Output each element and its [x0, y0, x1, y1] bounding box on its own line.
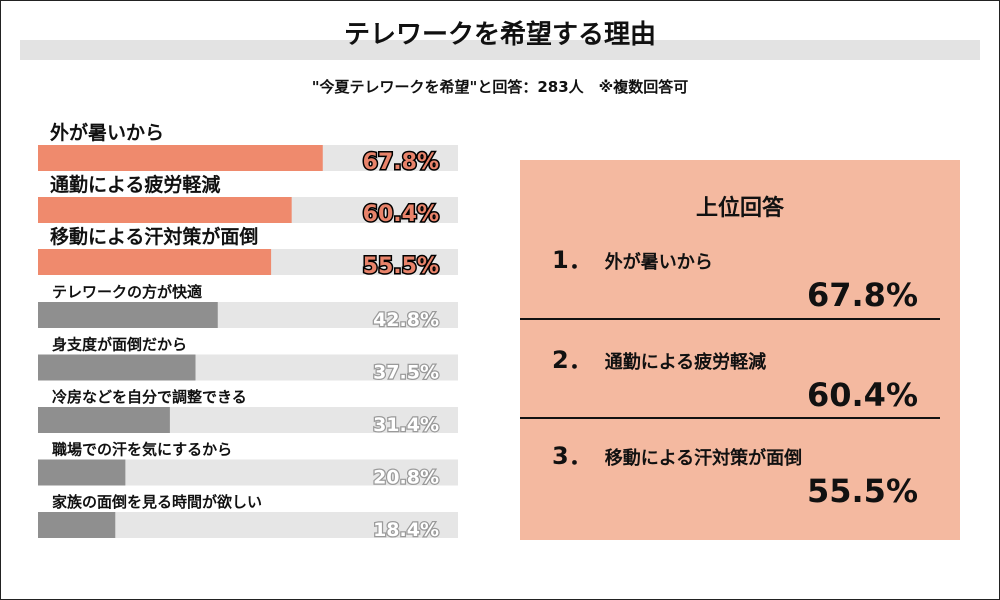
- rank-text: 通勤による疲労軽減: [604, 352, 767, 373]
- value-label: 67.8%: [363, 150, 439, 175]
- value-label: 20.8%: [373, 467, 439, 489]
- top-answers-panel: 上位回答 1． 外が暑いから 67.8% 2． 通勤による疲労軽減 60.4% 3．…: [520, 160, 960, 540]
- rank-number: 3．: [552, 442, 593, 470]
- rank-value: 55.5%: [806, 472, 918, 510]
- value-label: 60.4%: [363, 202, 439, 227]
- value-label: 37.5%: [373, 362, 439, 384]
- category-label: テレワークの方が快適: [52, 283, 202, 301]
- chart-title: テレワークを希望する理由: [343, 20, 656, 50]
- category-label: 身支度が面倒だから: [52, 336, 187, 354]
- bar: [38, 197, 292, 223]
- value-label: 18.4%: [373, 519, 439, 541]
- rank-text: 移動による汗対策が面倒: [604, 448, 803, 469]
- top-answer-label: 2． 通勤による疲労軽減: [552, 340, 766, 375]
- category-label: 家族の面倒を見る時間が欲しい: [52, 493, 262, 511]
- panel-title: 上位回答: [695, 196, 784, 221]
- rank-value: 67.8%: [806, 276, 918, 314]
- bar: [38, 459, 126, 486]
- top-answer-1: 1． 外が暑いから 67.8%: [540, 240, 940, 350]
- value-label: 31.4%: [373, 414, 439, 436]
- bar: [38, 302, 218, 328]
- bar: [38, 354, 196, 381]
- top-answer-label: 3． 移動による汗対策が面倒: [552, 436, 802, 471]
- category-label: 通勤による疲労軽減: [50, 173, 220, 196]
- title-band: [20, 40, 980, 60]
- bar: [38, 145, 323, 171]
- rank-divider: [520, 417, 940, 419]
- rank-value: 60.4%: [806, 376, 918, 414]
- rank-number: 2．: [552, 346, 593, 374]
- top-answer-label: 1． 外が暑いから: [552, 240, 713, 275]
- value-label: 55.5%: [363, 254, 439, 279]
- bar: [38, 512, 116, 538]
- category-label: 冷房などを自分で調整できる: [52, 388, 247, 406]
- category-label: 外が暑いから: [50, 121, 164, 144]
- bar: [38, 249, 272, 275]
- category-label: 職場での汗を気にするから: [52, 441, 232, 459]
- rank-text: 外が暑いから: [604, 252, 713, 273]
- chart-subtitle: "今夏テレワークを希望"と回答：283人 ※複数回答可: [311, 78, 689, 96]
- bar: [38, 407, 170, 433]
- top-answer-3: 3． 移動による汗対策が面倒 55.5%: [540, 436, 940, 546]
- value-label: 42.8%: [373, 309, 439, 331]
- rank-divider: [520, 318, 940, 320]
- rank-number: 1．: [552, 246, 593, 274]
- category-label: 移動による汗対策が面倒: [50, 225, 258, 248]
- top-answer-2: 2． 通勤による疲労軽減 60.4%: [540, 340, 940, 450]
